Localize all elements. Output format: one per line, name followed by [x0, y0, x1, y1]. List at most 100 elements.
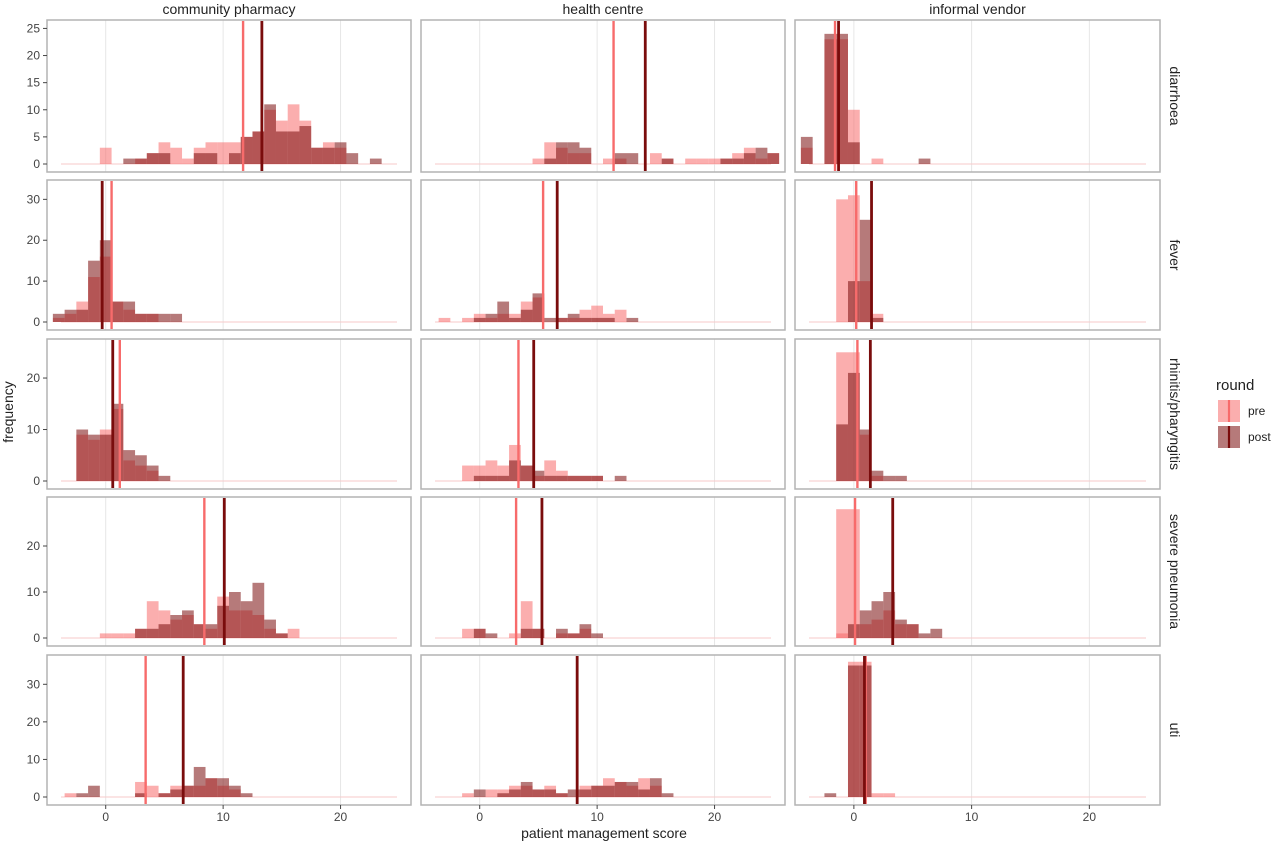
histogram-bar-post [497, 793, 510, 797]
histogram-bar-post [579, 147, 592, 164]
histogram-bar-post [287, 131, 300, 164]
panel-border [420, 496, 786, 647]
panel-border [46, 496, 412, 647]
histogram-bar-post [334, 142, 347, 164]
histogram-bar-post [847, 372, 860, 481]
histogram-bar-post [275, 633, 288, 638]
histogram-bar-post [135, 158, 147, 164]
histogram-bar-pre [591, 305, 603, 322]
histogram-bar-post [895, 619, 907, 638]
panel-border [46, 338, 412, 490]
histogram-bar-post [567, 313, 580, 322]
histogram-bar-post [170, 789, 183, 797]
legend-label-post: post [1248, 430, 1271, 444]
x-tick-label: 10 [590, 810, 604, 824]
histogram-bar-post [497, 475, 510, 481]
histogram-bar-post [76, 309, 89, 322]
histogram-bar-post [847, 142, 860, 164]
histogram-bar-pre [497, 465, 510, 481]
histogram-bar-post [918, 158, 931, 164]
panel-border [794, 496, 1161, 647]
histogram-bar-post [135, 313, 147, 322]
panel-diarrhoea-informal-vendor [794, 19, 1161, 173]
panel-rhinitis-pharyngitis-community-pharmacy: 0 10 20 [27, 338, 412, 490]
histogram-bar-post [649, 778, 662, 797]
histogram-bar-post [567, 142, 580, 164]
histogram-bar-post [240, 793, 253, 797]
histogram-bar-post [182, 785, 194, 797]
panel-fever-community-pharmacy: 0 10 20 30 [27, 179, 412, 331]
histogram-bar-post [661, 158, 674, 164]
histogram-bar-post [614, 475, 627, 481]
histogram-bar-pre [123, 633, 136, 638]
panel-border [794, 19, 1161, 173]
histogram-bar-pre [217, 142, 229, 164]
histogram-bar-pre [649, 153, 662, 164]
panel-border [420, 338, 786, 490]
histogram-bar-pre [509, 313, 521, 322]
histogram-bar-post [146, 153, 159, 164]
histogram-bar-post [743, 153, 756, 164]
histogram-bar-post [544, 475, 557, 481]
histogram-bar-post [509, 460, 521, 481]
histogram-bar-post [146, 628, 159, 638]
histogram-bar-pre [883, 793, 896, 797]
histogram-bar-pre [871, 313, 884, 322]
histogram-bar-pre [111, 633, 124, 638]
histogram-bar-pre [146, 601, 159, 638]
x-tick-label: 0 [476, 810, 483, 824]
histogram-bar-post [88, 434, 100, 481]
x-tick-label: 20 [708, 810, 722, 824]
y-tick-label: 15 [27, 76, 41, 90]
histogram-bar-post [661, 793, 674, 797]
row-label-fever: fever [1167, 239, 1183, 270]
histogram-bar-post [544, 789, 557, 797]
histogram-bar-post [556, 317, 568, 322]
histogram-bar-post [182, 610, 194, 638]
y-tick-label: 10 [27, 103, 41, 117]
histogram-bar-post [52, 313, 65, 322]
histogram-bar-post [99, 240, 112, 322]
histogram-bar-pre [614, 309, 627, 322]
histogram-bar-post [556, 628, 568, 638]
histogram-bar-post [918, 633, 931, 638]
histogram-bar-post [369, 158, 382, 164]
histogram-bar-pre [64, 793, 77, 797]
histogram-bar-post [895, 475, 907, 481]
histogram-bar-post [720, 158, 733, 164]
histogram-bar-post [732, 158, 744, 164]
x-tick-label: 20 [1083, 810, 1097, 824]
histogram-bar-post [532, 628, 545, 638]
x-tick-label: 0 [102, 810, 109, 824]
histogram-bar-pre [603, 313, 615, 322]
histogram-bar-post [146, 465, 159, 481]
column-label-health-centre: health centre [563, 1, 644, 17]
histogram-bar-pre [847, 195, 860, 322]
histogram-bar-post [123, 450, 136, 481]
histogram-bar-post [591, 317, 603, 322]
histogram-bar-pre [473, 313, 486, 322]
histogram-bar-post [859, 429, 872, 481]
histogram-bar-pre [462, 793, 474, 797]
histogram-bar-post [193, 624, 206, 638]
panel-uti-health-centre: 0 10 20 [420, 654, 786, 824]
histogram-bar-post [193, 153, 206, 164]
histogram-bar-pre [836, 509, 848, 638]
histogram-bar-post [930, 628, 943, 638]
histogram-bar-post [76, 793, 89, 797]
histogram-bar-post [88, 260, 100, 322]
histogram-bar-pre [638, 778, 650, 797]
column-label-informal-vendor: informal vendor [929, 1, 1026, 17]
histogram-bar-pre [170, 147, 183, 164]
panel-border [46, 19, 412, 173]
histogram-bar-post [520, 781, 533, 797]
histogram-bar-post [123, 301, 136, 322]
y-tick-label: 10 [27, 274, 41, 288]
histogram-bar-post [311, 147, 323, 164]
histogram-bar-pre [462, 317, 474, 322]
histogram-bar-post [836, 424, 848, 481]
y-tick-label: 10 [27, 423, 41, 437]
histogram-bar-post [556, 475, 568, 481]
histogram-bar-post [158, 624, 171, 638]
y-tick-label: 0 [33, 631, 40, 645]
